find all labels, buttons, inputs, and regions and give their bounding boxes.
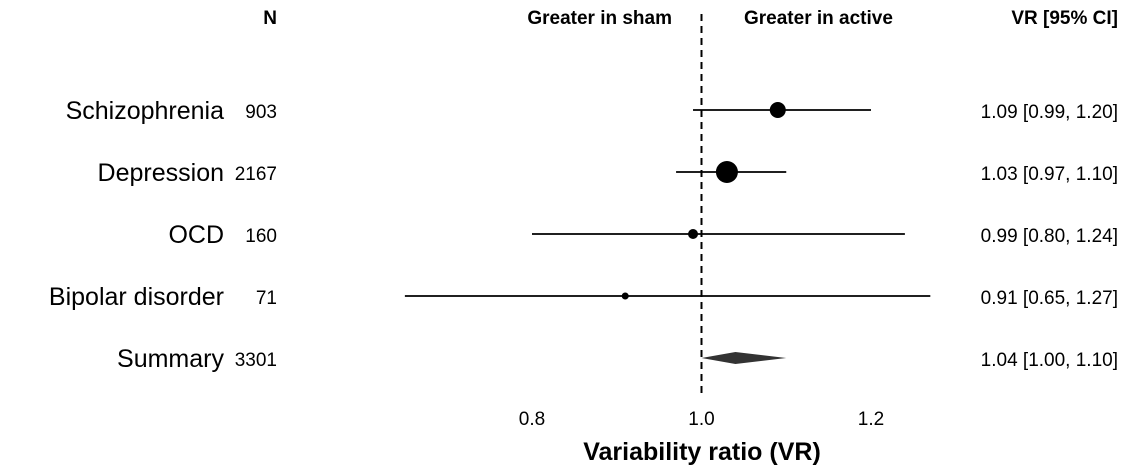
summary-estimate-text: 1.04 [1.00, 1.10] — [981, 350, 1118, 371]
point-estimate-ocd — [688, 229, 699, 239]
header-n: N — [263, 8, 277, 29]
summary-diamond — [701, 352, 787, 364]
study-label: Bipolar disorder — [49, 283, 224, 311]
study-row-depression: Depression 2167 1.03 [0.97, 1.10] — [98, 159, 1118, 187]
study-estimate-text: 0.91 [0.65, 1.27] — [981, 288, 1118, 309]
header-greater-in-sham: Greater in sham — [527, 8, 672, 29]
point-estimate-bipolar-disorder — [621, 292, 629, 300]
summary-n: 3301 — [235, 350, 277, 371]
study-label: OCD — [168, 221, 224, 249]
point-estimate-schizophrenia — [769, 102, 786, 118]
study-n: 71 — [256, 288, 277, 309]
summary-row: Summary 3301 1.04 [1.00, 1.10] — [117, 345, 1118, 373]
study-estimate-text: 0.99 [0.80, 1.24] — [981, 226, 1118, 247]
study-n: 903 — [245, 102, 277, 123]
point-estimate-depression — [715, 161, 738, 183]
x-tick-label: 1.0 — [688, 409, 714, 430]
x-tick-label: 0.8 — [519, 409, 545, 430]
study-n: 2167 — [235, 164, 277, 185]
study-label: Schizophrenia — [66, 97, 225, 125]
study-row-bipolar-disorder: Bipolar disorder 71 0.91 [0.65, 1.27] — [49, 283, 1118, 311]
x-tick-label: 1.2 — [858, 409, 884, 430]
study-estimate-text: 1.03 [0.97, 1.10] — [981, 164, 1118, 185]
study-row-schizophrenia: Schizophrenia 903 1.09 [0.99, 1.20] — [66, 97, 1118, 125]
x-axis-title: Variability ratio (VR) — [583, 438, 821, 466]
study-n: 160 — [245, 226, 277, 247]
study-label: Depression — [98, 159, 224, 187]
header-greater-in-active: Greater in active — [744, 8, 893, 29]
study-row-ocd: OCD 160 0.99 [0.80, 1.24] — [168, 221, 1118, 249]
summary-label: Summary — [117, 345, 224, 373]
study-estimate-text: 1.09 [0.99, 1.20] — [981, 102, 1118, 123]
header-vr-ci: VR [95% CI] — [1011, 8, 1118, 29]
